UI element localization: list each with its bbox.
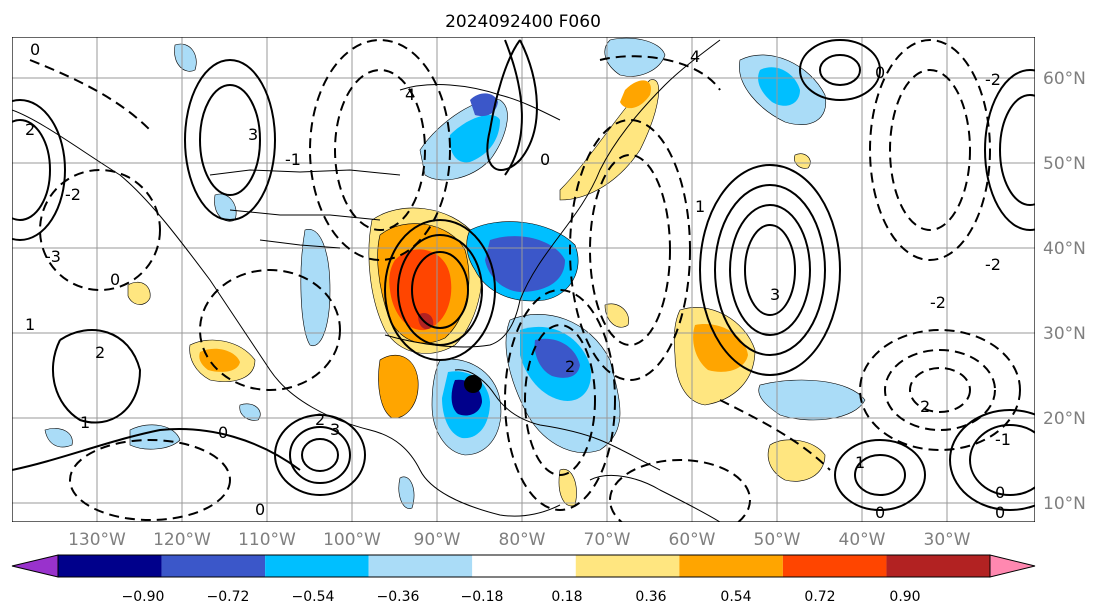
lat-label: 50°N xyxy=(1043,154,1086,174)
colorbar-tick-label: 0.72 xyxy=(804,589,835,605)
lon-label: 100°W xyxy=(323,530,381,550)
colorbar-tick-label: 0.36 xyxy=(635,589,666,605)
lon-label: 50°W xyxy=(754,530,801,550)
contour-label: 0 xyxy=(30,40,40,59)
contour-label: -2 xyxy=(65,185,81,204)
contour-label: 4 xyxy=(405,85,415,104)
contour-lines xyxy=(12,39,1035,522)
longitude-labels: 130°W 120°W 110°W 100°W 90°W 80°W 70°W 6… xyxy=(68,530,971,550)
contour-label: 0 xyxy=(995,503,1005,522)
contour-label: -2 xyxy=(985,70,1001,89)
colorbar-segment xyxy=(472,555,576,577)
colorbar xyxy=(11,554,1036,578)
latitude-labels: 60°N 50°N 40°N 30°N 20°N 10°N xyxy=(1043,69,1086,514)
colorbar-segment xyxy=(265,555,369,577)
contour-label: -2 xyxy=(930,293,946,312)
colorbar-extend-max xyxy=(989,554,1036,578)
contour-label: -3 xyxy=(45,247,61,266)
colorbar-tick-label: 0.54 xyxy=(720,589,751,605)
colorbar-tick-label: −0.36 xyxy=(377,589,420,605)
contour-label: 0 xyxy=(875,503,885,522)
colorbar-segment xyxy=(58,555,162,577)
contour-label-group: 0 2 3 4 -1 -2 -3 1 0 2 4 3 -2 2 0 0 -2 1… xyxy=(25,40,1011,522)
contour-label: 0 xyxy=(995,483,1005,502)
black-dot xyxy=(464,375,482,393)
lat-label: 40°N xyxy=(1043,239,1086,259)
lon-label: 40°W xyxy=(839,530,886,550)
lat-label: 30°N xyxy=(1043,324,1086,344)
lon-label: 120°W xyxy=(153,530,211,550)
colorbar-extend-min xyxy=(11,554,59,578)
map-area: 0 2 3 4 -1 -2 -3 1 0 2 4 3 -2 2 0 0 -2 1… xyxy=(12,37,1035,522)
contour-label: 2 xyxy=(25,120,35,139)
colorbar-segment xyxy=(679,555,783,577)
contour-label: 1 xyxy=(855,453,865,472)
contour-label: 2 xyxy=(920,397,930,416)
contour-label: 2 xyxy=(565,357,575,376)
contour-label: 1 xyxy=(695,197,705,216)
colorbar-tick-label: 0.18 xyxy=(551,589,582,605)
lon-label: 130°W xyxy=(68,530,126,550)
coastlines xyxy=(12,39,721,522)
lat-label: 60°N xyxy=(1043,69,1086,89)
contour-label: 3 xyxy=(248,125,258,144)
contour-label: 3 xyxy=(330,420,340,439)
colorbar-segment xyxy=(886,555,990,577)
colorbar-segment xyxy=(575,555,680,577)
contour-label: 0 xyxy=(255,500,265,519)
contour-label: 3 xyxy=(770,285,780,304)
contour-label: 2 xyxy=(95,343,105,362)
contour-label: 0 xyxy=(110,270,120,289)
colorbar-tick-label: 0.90 xyxy=(889,589,920,605)
map-title: 2024092400 F060 xyxy=(445,12,601,32)
lat-label: 20°N xyxy=(1043,409,1086,429)
contour-label: 0 xyxy=(540,150,550,169)
contour-label: 4 xyxy=(690,47,700,66)
colorbar-segment xyxy=(368,555,473,577)
contour-label: -1 xyxy=(285,150,301,169)
colorbar-tick-label: −0.72 xyxy=(207,589,250,605)
lon-label: 60°W xyxy=(669,530,716,550)
lon-label: 80°W xyxy=(499,530,546,550)
lon-label: 70°W xyxy=(584,530,631,550)
colorbar-tick-label: −0.18 xyxy=(461,589,504,605)
contour-label: 0 xyxy=(218,423,228,442)
contour-label: 0 xyxy=(875,63,885,82)
colorbar-frame xyxy=(57,554,991,578)
colorbar-tick-label: −0.90 xyxy=(122,589,165,605)
colorbar-tick-labels: −0.90 −0.72 −0.54 −0.36 −0.18 0.18 0.36 … xyxy=(122,589,921,605)
contour-label: -1 xyxy=(995,430,1011,449)
lon-label: 110°W xyxy=(238,530,296,550)
colorbar-tick-label: −0.54 xyxy=(292,589,335,605)
contour-label: 1 xyxy=(80,413,90,432)
contour-label: 1 xyxy=(25,315,35,334)
lon-label: 30°W xyxy=(924,530,971,550)
contour-label: 2 xyxy=(315,410,325,429)
contour-label: -2 xyxy=(985,255,1001,274)
lon-label: 90°W xyxy=(414,530,461,550)
lat-label: 10°N xyxy=(1043,494,1086,514)
colorbar-segment xyxy=(161,555,266,577)
colorbar-segment xyxy=(782,555,887,577)
